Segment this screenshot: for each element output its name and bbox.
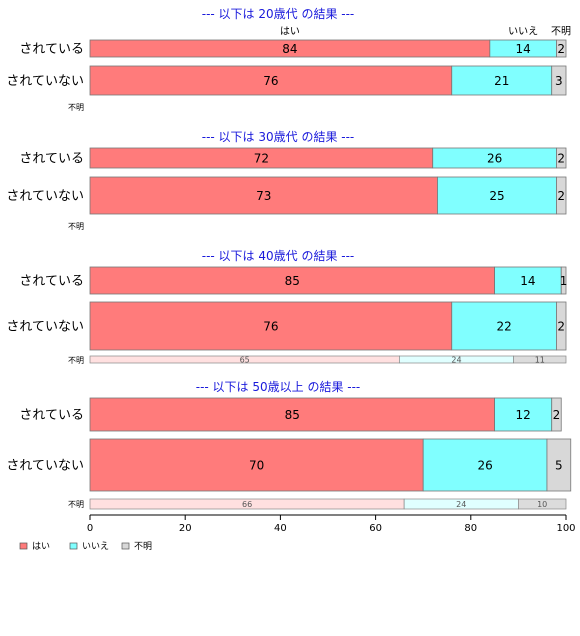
bar-value-label: 14 bbox=[516, 42, 531, 56]
bar-segment-unknown bbox=[546, 438, 572, 492]
unknown-row-label: 不明 bbox=[68, 103, 84, 112]
bar-value-label: 72 bbox=[254, 152, 269, 166]
row-label: されている bbox=[19, 42, 84, 57]
unknown-bar-value: 24 bbox=[451, 356, 461, 365]
panel-4: --- 以下は 50歳以上 の結果 --- されている 85 12 2 されていない 70 2… bbox=[6, 380, 572, 510]
bar-segment-yes bbox=[89, 301, 453, 351]
bar-segment-no bbox=[422, 438, 548, 492]
unknown-bar-segment bbox=[518, 498, 567, 510]
bar-segment-unknown bbox=[556, 301, 567, 351]
bar-value-label: 12 bbox=[516, 408, 531, 422]
legend-item: はい bbox=[19, 541, 50, 552]
bar-value-label: 22 bbox=[496, 320, 511, 334]
bar-value-label: 2 bbox=[553, 408, 561, 422]
x-axis: 0 20 40 60 80 100 bbox=[87, 514, 576, 534]
bar-segment-unknown bbox=[551, 65, 567, 96]
bar-value-label: 76 bbox=[263, 320, 278, 334]
bar-segment-unknown bbox=[560, 266, 567, 295]
bar-value-label: 2 bbox=[557, 152, 565, 166]
x-tick-label: 80 bbox=[464, 523, 477, 534]
x-tick-label: 0 bbox=[87, 523, 93, 534]
bar-value-label: 85 bbox=[285, 408, 300, 422]
legend: はい いいえ 不明 bbox=[19, 541, 152, 552]
legend-item: いいえ bbox=[69, 541, 109, 552]
bar-value-label: 84 bbox=[282, 42, 297, 56]
row-label: されていない bbox=[6, 320, 84, 335]
unknown-row-label: 不明 bbox=[68, 356, 84, 365]
bar-segment-unknown bbox=[556, 147, 567, 169]
bar-value-label: 3 bbox=[555, 74, 563, 88]
row-label: されていない bbox=[6, 459, 84, 474]
legend-label: はい bbox=[32, 541, 50, 552]
bar-value-label: 2 bbox=[557, 189, 565, 203]
unknown-bar-value: 24 bbox=[456, 500, 466, 509]
legend-swatch bbox=[121, 542, 130, 550]
legend-swatch bbox=[19, 542, 28, 550]
x-tick-label: 20 bbox=[179, 523, 192, 534]
legend-item: 不明 bbox=[121, 541, 152, 552]
row-label: されていない bbox=[6, 189, 84, 204]
unknown-row-label: 不明 bbox=[68, 222, 84, 231]
x-tick-label: 60 bbox=[369, 523, 382, 534]
unknown-row-label: 不明 bbox=[68, 500, 84, 509]
bar-value-label: 25 bbox=[489, 189, 504, 203]
panel-title: --- 以下は 30歳代 の結果 --- bbox=[202, 130, 355, 144]
unknown-bar-value: 10 bbox=[537, 500, 547, 509]
row-label: されている bbox=[19, 274, 84, 289]
legend-label: 不明 bbox=[134, 541, 152, 552]
row-label: されている bbox=[19, 152, 84, 167]
panel-title: --- 以下は 50歳以上 の結果 --- bbox=[196, 380, 361, 394]
panel-title: --- 以下は 40歳代 の結果 --- bbox=[202, 249, 355, 263]
category-header-unknown: 不明 bbox=[551, 26, 571, 38]
bar-segment-unknown bbox=[551, 397, 562, 432]
bar-segment-unknown bbox=[556, 176, 567, 215]
bar-value-label: 26 bbox=[477, 459, 492, 473]
bar-value-label: 2 bbox=[557, 42, 565, 56]
row-label: されていない bbox=[6, 74, 84, 89]
bar-value-label: 21 bbox=[494, 74, 509, 88]
bar-segment-unknown bbox=[556, 39, 567, 58]
bar-segment-no bbox=[494, 397, 553, 432]
unknown-bar-value: 11 bbox=[535, 356, 545, 365]
category-header-no: いいえ bbox=[508, 26, 538, 38]
panel-title: --- 以下は 20歳代 の結果 --- bbox=[202, 7, 355, 21]
panel-2: --- 以下は 30歳代 の結果 --- されている 72 26 2 されていない 73 25… bbox=[6, 130, 567, 231]
bar-segment-no bbox=[451, 65, 553, 96]
bar-segment-yes bbox=[89, 397, 496, 432]
bar-value-label: 2 bbox=[557, 320, 565, 334]
bar-value-label: 70 bbox=[249, 459, 264, 473]
bar-value-label: 26 bbox=[487, 152, 502, 166]
legend-label: いいえ bbox=[82, 541, 109, 552]
category-header-yes: はい bbox=[280, 26, 300, 38]
bar-value-label: 14 bbox=[520, 274, 535, 288]
x-tick-label: 40 bbox=[274, 523, 287, 534]
unknown-bar-segment bbox=[513, 355, 567, 364]
unknown-bar-value: 66 bbox=[242, 500, 252, 509]
legend-swatch bbox=[69, 542, 78, 550]
bar-segment-no bbox=[451, 301, 557, 351]
row-label: されている bbox=[19, 408, 84, 423]
bar-value-label: 1 bbox=[560, 274, 568, 288]
bar-value-label: 5 bbox=[555, 459, 563, 473]
bar-value-label: 73 bbox=[256, 189, 271, 203]
bar-segment-no bbox=[494, 266, 562, 295]
x-tick-label: 100 bbox=[556, 523, 575, 534]
unknown-bar-value: 65 bbox=[240, 356, 250, 365]
bar-value-label: 85 bbox=[285, 274, 300, 288]
bar-value-label: 76 bbox=[263, 74, 278, 88]
